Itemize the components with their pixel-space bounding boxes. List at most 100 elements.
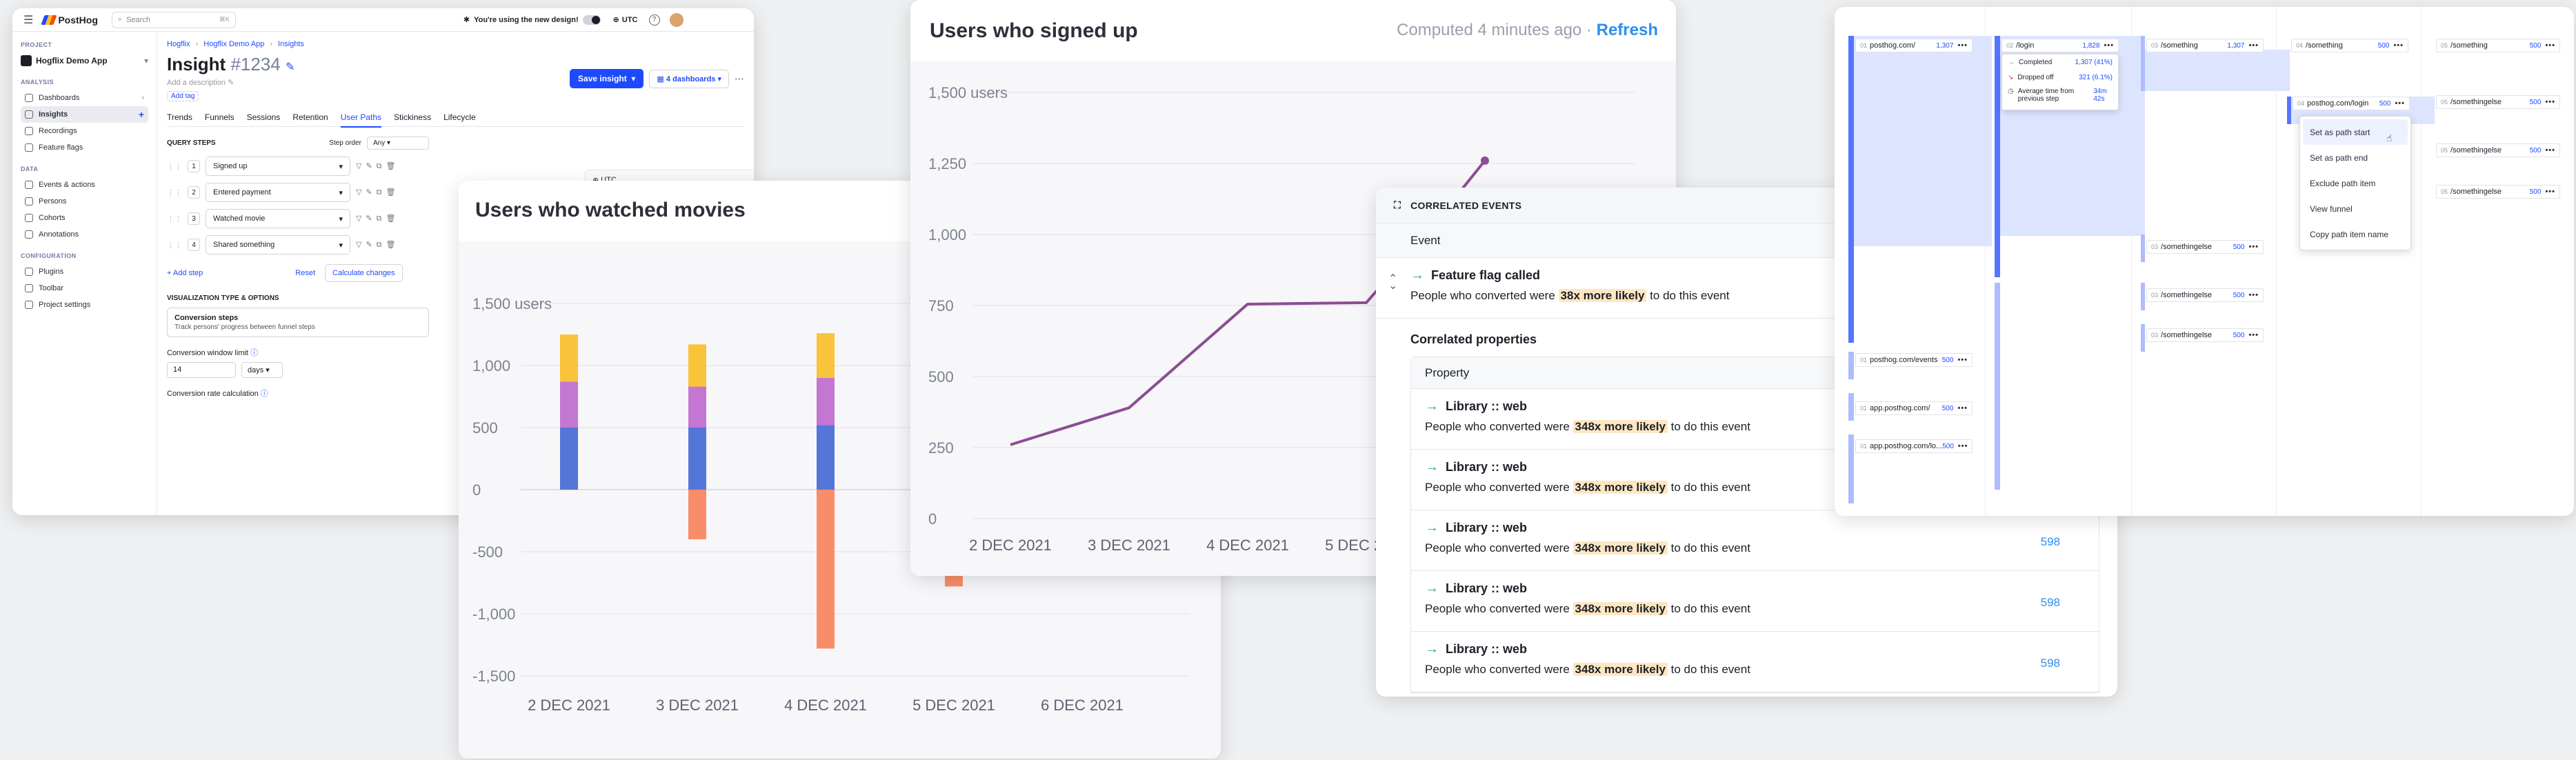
project-switcher[interactable]: Hogflix Demo App ▾ — [21, 52, 148, 69]
conversion-window-input[interactable]: 14 — [167, 362, 236, 378]
more-icon[interactable]: ••• — [2545, 188, 2555, 196]
bar-segment[interactable] — [817, 425, 835, 490]
description-field[interactable]: Add a description ✎ — [167, 79, 234, 87]
path-node[interactable]: 05/somethingelse 500 ••• — [2436, 95, 2560, 109]
menu-item[interactable]: Set as path end — [2303, 145, 2408, 170]
posthog-logo[interactable]: PostHog — [41, 14, 98, 26]
more-icon[interactable]: ••• — [1957, 442, 1968, 450]
tab-user-paths[interactable]: User Paths — [340, 112, 382, 128]
more-icon[interactable]: ⋯ — [735, 72, 744, 84]
sidebar-item-recordings[interactable]: Recordings — [21, 123, 148, 139]
menu-item[interactable]: View funnel — [2303, 196, 2408, 221]
step-event-select[interactable]: Watched movie ▾ — [206, 209, 350, 228]
sidebar-item-persons[interactable]: Persons — [21, 193, 148, 210]
step-tools[interactable]: ▽✎⧉🗑 — [356, 188, 400, 197]
step-event-select[interactable]: Signed up ▾ — [206, 157, 350, 176]
more-icon[interactable]: ••• — [2545, 146, 2555, 154]
menu-icon[interactable]: ☰ — [23, 14, 34, 26]
step-event-select[interactable]: Entered payment ▾ — [206, 183, 350, 202]
property-count[interactable]: 598 — [2040, 596, 2060, 609]
more-icon[interactable]: ••• — [2393, 41, 2404, 50]
step-event-select[interactable]: Shared something ▾ — [206, 235, 350, 254]
menu-item[interactable]: Copy path item name — [2303, 221, 2408, 247]
tab-sessions[interactable]: Sessions — [246, 112, 281, 122]
breadcrumb-item[interactable]: Hogflix Demo App — [203, 40, 265, 48]
correlated-property-row[interactable]: → Library :: web People who converted were… — [1411, 571, 2099, 632]
visualization-type-select[interactable]: Conversion steps Track persons' progress… — [167, 308, 429, 337]
help-icon[interactable]: ? — [648, 14, 660, 26]
bar-segment[interactable] — [817, 333, 835, 378]
correlated-property-row[interactable]: → Library :: web People who converted were… — [1411, 632, 2099, 692]
step-tools[interactable]: ▽✎⧉🗑 — [356, 214, 400, 223]
edit-icon[interactable]: ✎ — [286, 61, 295, 73]
bar-segment[interactable] — [817, 378, 835, 426]
info-icon[interactable]: ⓘ — [250, 349, 259, 357]
search-input[interactable]: ⌕ Search ⌘K — [111, 11, 236, 28]
add-tag-button[interactable]: Add tag — [167, 91, 199, 101]
bar-segment[interactable] — [560, 428, 578, 490]
calculate-changes-button[interactable]: Calculate changes — [325, 264, 403, 282]
bar-segment[interactable] — [817, 490, 835, 649]
tab-retention[interactable]: Retention — [292, 112, 328, 122]
plus-icon[interactable]: + — [138, 109, 144, 120]
info-icon[interactable]: ⓘ — [260, 390, 268, 398]
drag-handle-icon[interactable]: ⋮⋮ — [167, 188, 182, 197]
refresh-button[interactable]: Refresh — [1596, 21, 1658, 39]
path-node[interactable]: 01 posthog.com/events 500 ••• — [1855, 353, 1973, 367]
path-node[interactable]: 05/somethingelse 500 ••• — [2436, 143, 2560, 157]
step-tools[interactable]: ▽✎⧉🗑 — [356, 241, 400, 249]
property-count[interactable]: 598 — [2040, 535, 2060, 548]
sidebar-item-events[interactable]: Events & actions — [21, 177, 148, 193]
timezone-indicator[interactable]: ⊕ UTC — [612, 15, 638, 25]
bar-segment[interactable] — [560, 381, 578, 428]
breadcrumb-item[interactable]: Insights — [278, 40, 304, 48]
path-node[interactable]: 04 posthog.com/login 500 ••• — [2293, 97, 2410, 110]
path-node[interactable]: 03/somethingelse 500 ••• — [2146, 240, 2264, 254]
correlated-property-row[interactable]: → Library :: web People who converted were… — [1411, 450, 2099, 510]
conversion-window-unit-select[interactable]: days ▾ — [241, 362, 283, 378]
sidebar-item-dashboards[interactable]: Dashboards › — [21, 90, 148, 106]
bar-segment[interactable] — [688, 344, 706, 387]
path-node[interactable]: 03/somethingelse 500 ••• — [2146, 288, 2264, 302]
menu-item[interactable]: Set as path start — [2303, 119, 2408, 145]
drag-handle-icon[interactable]: ⋮⋮ — [167, 241, 182, 250]
path-node[interactable]: 05/something 500 ••• — [2436, 39, 2560, 52]
breadcrumb-item[interactable]: Hogflix — [167, 40, 190, 48]
sidebar-item-feature-flags[interactable]: Feature flags — [21, 139, 148, 156]
dashboards-button[interactable]: ▦ 4 dashboards ▾ — [649, 69, 729, 88]
more-icon[interactable]: ••• — [2545, 41, 2555, 50]
menu-item[interactable]: Exclude path item — [2303, 170, 2408, 196]
bar-segment[interactable] — [688, 386, 706, 428]
bar-segment[interactable] — [560, 334, 578, 382]
more-icon[interactable]: ••• — [2248, 243, 2259, 251]
sidebar-item-annotations[interactable]: Annotations — [21, 226, 148, 243]
tab-lifecycle[interactable]: Lifecycle — [443, 112, 476, 122]
avatar[interactable] — [669, 12, 683, 27]
add-step-button[interactable]: + Add step — [167, 269, 203, 277]
correlated-property-row[interactable]: → Library :: web People who converted were… — [1411, 510, 2099, 571]
more-icon[interactable]: ••• — [2104, 41, 2114, 50]
more-icon[interactable]: ••• — [2248, 41, 2259, 50]
collapse-icon[interactable]: ⌃ ⌄ — [1388, 273, 1398, 292]
more-icon[interactable]: ••• — [1957, 356, 1968, 364]
property-count[interactable]: 598 — [2040, 657, 2060, 670]
sidebar-item-toolbar[interactable]: Toolbar — [21, 280, 148, 297]
step-order-select[interactable]: Any ▾ — [367, 137, 429, 150]
more-icon[interactable]: ••• — [2248, 331, 2259, 339]
sidebar-item-plugins[interactable]: Plugins — [21, 263, 148, 280]
path-node[interactable]: 01 app.posthog.com/500 ••• — [1855, 401, 1973, 415]
sidebar-item-project-settings[interactable]: Project settings — [21, 297, 148, 313]
drag-handle-icon[interactable]: ⋮⋮ — [167, 214, 182, 223]
data-point[interactable] — [1481, 156, 1489, 165]
path-node[interactable]: 01 app.posthog.com/lo... 500 ••• — [1855, 439, 1973, 453]
save-insight-button[interactable]: Save insight ▾ — [570, 69, 644, 88]
tab-trends[interactable]: Trends — [167, 112, 192, 122]
more-icon[interactable]: ••• — [2248, 291, 2259, 299]
reset-button[interactable]: Reset — [295, 269, 316, 277]
correlated-event-row[interactable]: ⌃ ⌄ → Feature flag called People who conve… — [1376, 258, 2117, 319]
more-icon[interactable]: ••• — [2395, 99, 2405, 108]
sidebar-item-cohorts[interactable]: Cohorts — [21, 210, 148, 226]
path-node[interactable]: 03/somethingelse 500 ••• — [2146, 328, 2264, 342]
new-design-toggle[interactable] — [582, 14, 601, 25]
correlated-property-row[interactable]: → Library :: web People who converted were… — [1411, 389, 2099, 450]
